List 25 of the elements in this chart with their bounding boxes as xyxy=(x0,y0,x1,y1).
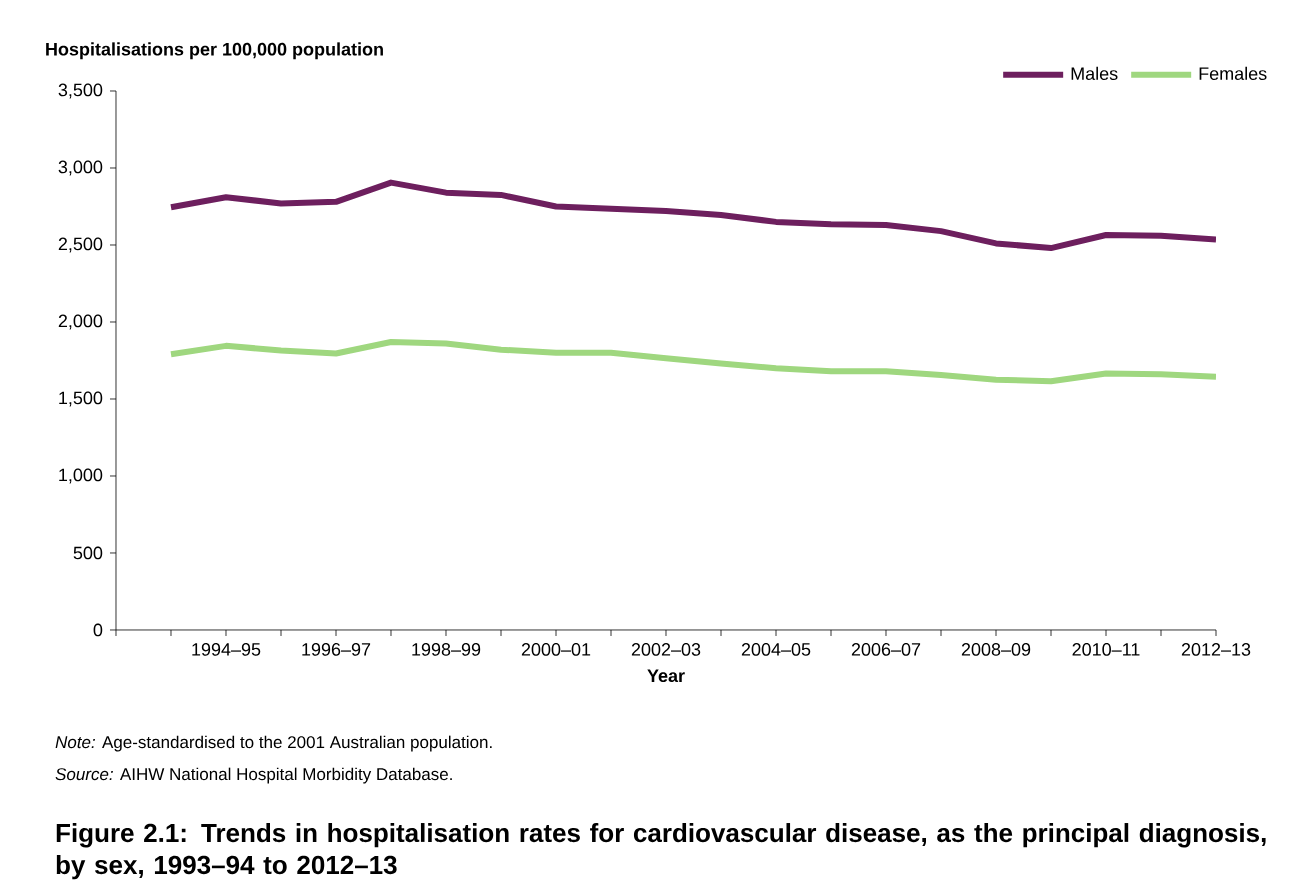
x-tick-label: 1998–99 xyxy=(412,643,481,656)
x-tick-label: 2006–07 xyxy=(851,643,921,656)
y-axis-title: Hospitalisations per 100,000 population xyxy=(46,42,383,60)
legend-label: Males xyxy=(1071,66,1118,81)
text: Figure 2.1: Trends in hospitalisation rates for cardiovascular disease, as the principal diagnosis, by sex, 1993–94 to 2012–13 xyxy=(56,823,1266,880)
x-tick-label: 2000–01 xyxy=(521,643,591,656)
y-tick-label: 3,500 xyxy=(58,83,103,99)
x-tick-label: 2002–03 xyxy=(631,643,701,656)
x-tick-label: 2008–09 xyxy=(961,643,1031,656)
y-tick-label: 1,000 xyxy=(59,468,103,484)
text: Note: Age-standardised to the 2001 Australian population. xyxy=(55,735,492,752)
y-tick-label: 2,000 xyxy=(58,314,103,330)
x-axis-title: Year xyxy=(647,669,685,683)
x-tick-label: 1994–95 xyxy=(192,643,261,656)
x-tick-label: 2010–11 xyxy=(1072,643,1140,656)
y-tick-label: 0 xyxy=(93,623,103,637)
legend-label: Females xyxy=(1199,66,1267,81)
y-tick-label: 2,500 xyxy=(58,237,103,253)
y-tick-label: 3,000 xyxy=(58,160,103,176)
y-tick-label: 500 xyxy=(73,546,103,560)
x-tick-label: 1996–97 xyxy=(302,643,371,656)
text: Source: AIHW National Hospital Morbidity Database. xyxy=(55,767,452,784)
x-tick-label: 2004–05 xyxy=(741,643,811,656)
x-tick-label: 2012–13 xyxy=(1181,643,1251,656)
y-tick-label: 1,500 xyxy=(59,391,103,407)
